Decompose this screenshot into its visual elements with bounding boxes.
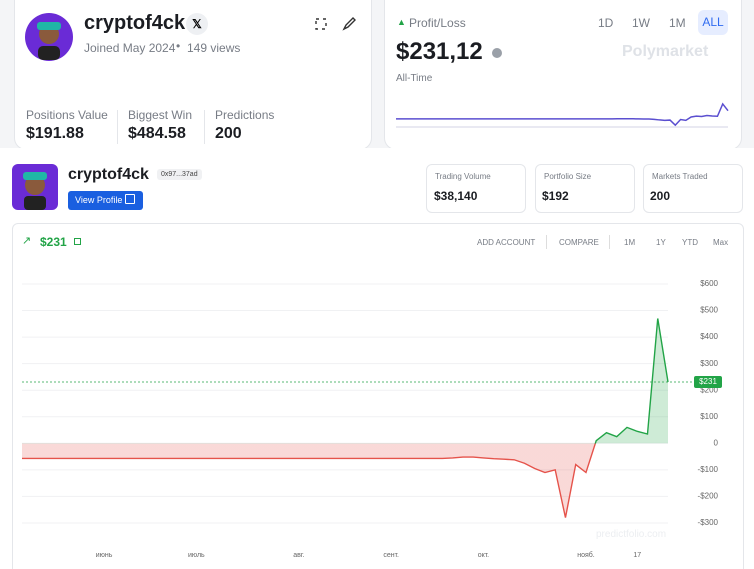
stat-value: $192: [542, 189, 569, 203]
y-tick-label: -$300: [698, 518, 719, 527]
button-label[interactable]: View Profile: [75, 195, 123, 205]
icons[interactable]: [314, 16, 358, 32]
stat-value: $38,140: [434, 189, 478, 203]
trend-icon: ↗: [22, 235, 32, 247]
stat-label: Portfolio Size: [544, 172, 592, 181]
range-button[interactable]: 1M: [624, 238, 636, 247]
x-tick-label: авг.: [293, 552, 304, 559]
divider: [117, 110, 118, 144]
y-tick-label: $400: [700, 332, 718, 341]
stat-card: [426, 164, 526, 213]
username: cryptof4ck: [84, 12, 186, 34]
period: All-Time: [396, 73, 433, 84]
stat-value: $191.88: [26, 125, 84, 142]
chart-card: [12, 223, 744, 569]
pnl-total: $231: [40, 235, 67, 249]
y-tick-label: $300: [700, 359, 718, 368]
action-button[interactable]: COMPARE: [559, 238, 599, 247]
stat-label: Positions Value: [26, 108, 108, 122]
y-tick-label: $200: [700, 385, 718, 394]
stat-card: [535, 164, 635, 213]
range-button[interactable]: YTD: [682, 238, 698, 247]
range-button-active[interactable]: ALL: [698, 10, 728, 35]
divider: [609, 235, 610, 249]
views: 149 views: [187, 41, 241, 55]
info-icon[interactable]: [492, 48, 502, 58]
x-tick-label: июнь: [96, 552, 113, 559]
stat-label: Predictions: [215, 108, 275, 122]
pnl-card: [384, 0, 742, 150]
stat-label: Biggest Win: [128, 108, 193, 122]
y-tick-label: $600: [700, 279, 718, 288]
x-tick-label: нояб.: [577, 551, 595, 559]
y-tick-label: 0: [714, 438, 719, 447]
watermark: predictfolio.com: [596, 529, 667, 540]
view-profile-button[interactable]: [68, 191, 143, 210]
stat-label: Markets Traded: [652, 172, 708, 181]
range-button[interactable]: Max: [713, 238, 729, 247]
joined: Joined May 2024: [84, 41, 176, 55]
external-icon: [125, 194, 135, 204]
avatar: [25, 13, 73, 61]
stat-value: 200: [215, 125, 242, 142]
y-tick-label: $100: [700, 412, 718, 421]
x-link[interactable]: 𝕏: [186, 13, 208, 35]
range-button[interactable]: 1W: [632, 16, 650, 30]
x-tick-label: 17: [633, 552, 641, 559]
up-icon: ▲: [397, 17, 406, 27]
divider: [204, 110, 205, 144]
range-button[interactable]: 1Y: [656, 238, 666, 247]
pnl-value: $231,12: [396, 38, 483, 65]
range-button[interactable]: 1M: [669, 16, 686, 30]
current-value-badge: [694, 375, 722, 388]
range-button[interactable]: 1D: [598, 16, 614, 30]
line: [22, 318, 669, 518]
separator: •: [176, 39, 181, 53]
avatar: [12, 164, 58, 210]
x-tick-label: июль: [188, 552, 205, 559]
stat-label: Trading Volume: [435, 172, 491, 181]
x-tick-label: окт.: [478, 552, 489, 559]
x-tick-label: сент.: [383, 552, 399, 559]
current-value-label: $231: [699, 377, 717, 386]
divider: [546, 235, 547, 249]
stat-value: 200: [650, 189, 671, 203]
y-tick-label: $500: [700, 306, 718, 315]
y-tick-label: -$100: [698, 465, 719, 474]
stat-card: [643, 164, 743, 213]
action-button[interactable]: ADD ACCOUNT: [477, 238, 536, 247]
external-icon: [74, 238, 81, 245]
y-tick-label: -$200: [698, 492, 719, 501]
brand: Polymarket: [622, 43, 709, 60]
sparkline-chart: [396, 102, 729, 128]
address: 0x97...37ad: [157, 169, 202, 180]
stat-value: $484.58: [128, 125, 186, 142]
pnl-label: Profit/Loss: [409, 16, 466, 30]
sparkline: [396, 102, 729, 127]
username: cryptof4ck: [68, 166, 149, 183]
